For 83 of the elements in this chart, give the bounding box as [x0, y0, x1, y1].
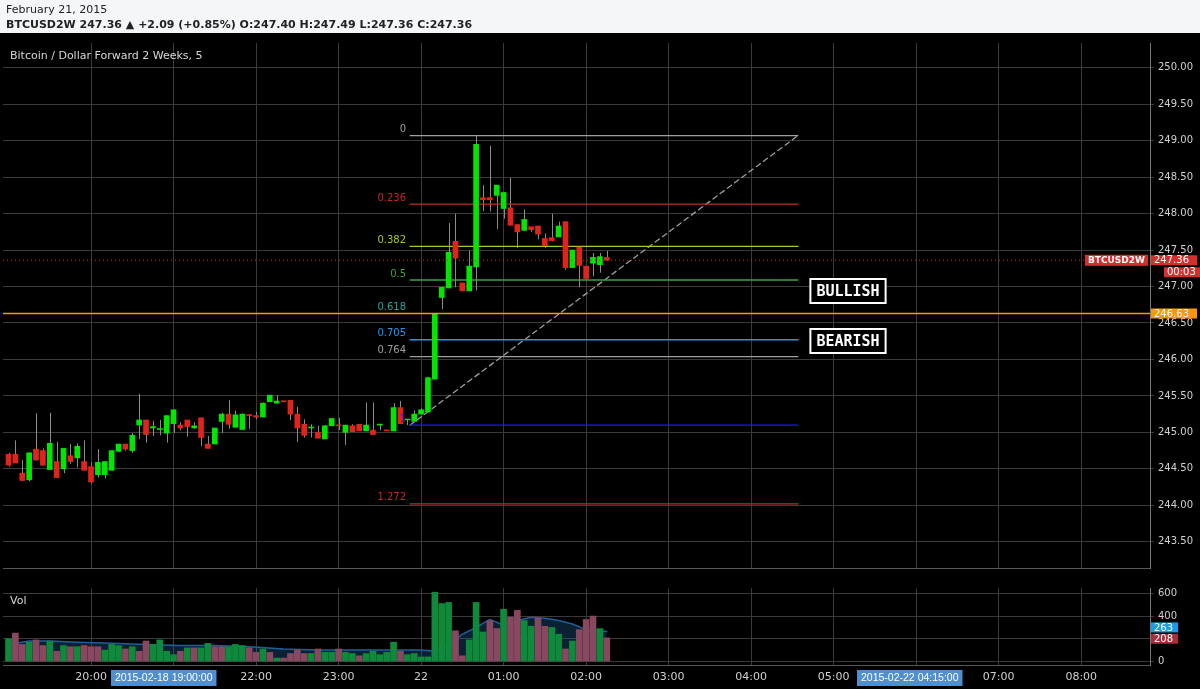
text: 208	[1154, 632, 1174, 644]
bar	[355, 655, 363, 662]
candlestick	[74, 442, 81, 468]
candlestick	[19, 459, 26, 481]
y-tick-label: 250.00	[1158, 61, 1193, 73]
y-tick-label: 243.50	[1158, 535, 1193, 547]
y-tick-label: 600	[1158, 586, 1178, 598]
text: 263	[1154, 621, 1174, 633]
x-tick-label: 23:00	[322, 670, 355, 684]
bar	[397, 650, 404, 662]
y-tick-label: 247.00	[1158, 280, 1193, 292]
bar	[500, 608, 507, 662]
series-label: 0.236	[377, 191, 407, 203]
candlestick	[363, 401, 369, 432]
series-label: 0	[399, 123, 407, 135]
y-tick-label: 0	[1158, 655, 1165, 667]
y-tick-label: 246.00	[1158, 353, 1193, 365]
annotation: 0.618	[377, 301, 407, 313]
candlestick	[370, 401, 376, 436]
series-label: 0.705	[377, 327, 407, 339]
text: 247.36	[1154, 254, 1189, 266]
y-tick-label: 249.00	[1158, 134, 1193, 146]
bar	[67, 646, 74, 662]
y-tick-label: 245.00	[1158, 425, 1193, 437]
text: 00:03	[1167, 266, 1196, 278]
y-tick-label: 248.50	[1158, 170, 1193, 182]
bar	[603, 637, 611, 662]
candlestick	[218, 412, 225, 434]
bar	[335, 648, 342, 662]
bar	[177, 650, 184, 662]
x-tick-label: 04:00	[735, 670, 768, 684]
bar	[183, 647, 191, 662]
x-tick-label: 08:00	[1065, 670, 1098, 684]
y-tick-label: 247.50	[1158, 243, 1193, 255]
x-tick-label: 01:00	[487, 670, 520, 684]
candlestick	[129, 432, 136, 454]
bar	[5, 638, 12, 662]
series-label: 0.764	[377, 344, 407, 356]
y-tick-label: 400	[1158, 609, 1178, 621]
series-label: 1.272	[377, 491, 407, 503]
bar	[53, 650, 60, 662]
text: Vol	[10, 594, 27, 608]
y-tick-label: 244.50	[1158, 462, 1193, 474]
bar	[128, 646, 136, 662]
text: Bitcoin / Dollar Forward 2 Weeks, 5	[10, 49, 203, 63]
x-tick-label: 02:00	[570, 670, 602, 684]
y-tick-label: 246.50	[1158, 316, 1193, 328]
chart-subtitle: BTCUSD2W 247.36 ▲ +2.09 (+0.85%) O:247.40 H:247.49 L:247.36 C:247.36	[6, 17, 474, 32]
annotation: BEARISH	[816, 331, 880, 350]
candlestick	[521, 208, 528, 231]
bar	[122, 648, 129, 662]
x-tick-label: 22:00	[240, 670, 272, 684]
annotation: BULLISH	[816, 281, 880, 300]
bar	[266, 652, 274, 662]
bar	[73, 646, 81, 662]
series-label: 0.5	[390, 267, 407, 279]
candlestick	[576, 246, 583, 288]
text: 2015-02-22 04:15:00	[861, 671, 959, 684]
x-tick-label: 22	[414, 670, 429, 684]
text: February 21, 2015	[6, 2, 109, 17]
bar	[46, 640, 54, 662]
bar	[562, 648, 569, 662]
y-tick-label: 249.50	[1158, 97, 1193, 109]
candlestick	[136, 393, 142, 440]
candlestick	[170, 409, 177, 434]
x-tick-label: 20:00	[75, 670, 107, 684]
bar	[596, 628, 604, 662]
candlestick	[67, 443, 74, 465]
y-tick-label: 248.00	[1158, 207, 1193, 219]
ref-line-label: 246.63	[1154, 307, 1189, 319]
ref-line-label: BTCUSD2W	[1087, 255, 1146, 266]
x-tick-label: 07:00	[982, 670, 1015, 684]
x-tick-label: 05:00	[817, 670, 850, 684]
x-tick-label: 03:00	[652, 670, 685, 684]
candlestick	[507, 177, 514, 226]
y-tick-label: 245.50	[1158, 389, 1193, 401]
text: 2015-02-18 19:00:00	[115, 671, 213, 684]
candlestick	[198, 417, 204, 447]
series-label: 0.382	[377, 234, 407, 246]
series-label: 1	[399, 412, 407, 424]
bar	[569, 640, 576, 662]
y-tick-label: 244.00	[1158, 498, 1193, 510]
bar	[60, 645, 67, 662]
